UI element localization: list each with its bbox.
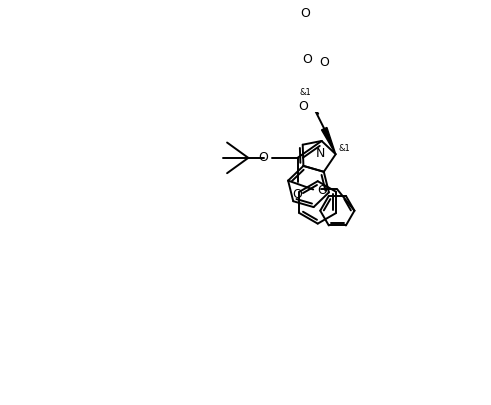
Text: O: O bbox=[320, 56, 329, 69]
Text: &1: &1 bbox=[339, 143, 351, 152]
Polygon shape bbox=[295, 60, 301, 86]
Polygon shape bbox=[322, 128, 336, 155]
Text: O: O bbox=[302, 53, 312, 66]
Text: N: N bbox=[316, 147, 325, 160]
Text: O: O bbox=[258, 150, 269, 163]
Text: O: O bbox=[300, 7, 310, 20]
Text: O: O bbox=[298, 100, 308, 113]
Text: O: O bbox=[317, 183, 327, 196]
Text: &1: &1 bbox=[300, 88, 311, 97]
Text: O: O bbox=[293, 188, 302, 201]
